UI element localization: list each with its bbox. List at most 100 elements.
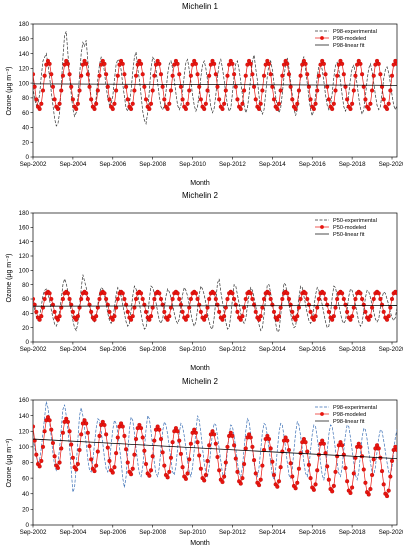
data-point: [115, 435, 120, 440]
data-point: [122, 72, 127, 77]
data-point: [150, 88, 155, 93]
data-point: [107, 97, 112, 102]
data-point: [325, 464, 330, 469]
data-point: [178, 451, 183, 456]
data-point: [303, 291, 308, 296]
data-point: [157, 427, 162, 432]
data-point: [341, 296, 346, 302]
data-point: [340, 61, 345, 66]
data-point: [286, 72, 292, 77]
data-point: [40, 88, 46, 93]
data-point: [315, 88, 320, 93]
x-tick-label: Sep-2016: [299, 529, 326, 536]
data-point: [45, 415, 51, 420]
data-point: [361, 467, 366, 472]
data-point: [222, 474, 227, 479]
data-point: [165, 317, 170, 322]
data-point: [120, 291, 125, 296]
data-point: [49, 296, 54, 302]
data-point: [371, 73, 376, 78]
data-point: [311, 317, 316, 322]
data-point: [167, 469, 172, 474]
data-point: [50, 84, 55, 89]
x-tick-label: Sep-2004: [59, 346, 86, 353]
data-point: [39, 458, 44, 463]
data-point: [316, 296, 321, 302]
data-point: [261, 296, 267, 302]
data-point: [95, 88, 100, 93]
data-point: [110, 317, 115, 322]
data-point: [67, 72, 72, 77]
legend-entry: P98-experimental: [333, 405, 377, 411]
data-point: [215, 454, 220, 460]
data-point: [160, 450, 165, 455]
data-point: [245, 62, 250, 67]
plot-series-group: [33, 274, 397, 333]
y-tick-label: 0: [26, 522, 30, 529]
data-point: [276, 479, 282, 484]
data-point: [316, 73, 321, 78]
data-point: [271, 472, 277, 478]
data-point: [147, 473, 152, 478]
data-point: [348, 106, 353, 112]
data-point: [42, 73, 47, 78]
data-point: [107, 309, 112, 314]
data-point: [47, 61, 52, 66]
data-point: [247, 432, 252, 437]
data-point: [341, 72, 346, 77]
legend-entry: P98-experimental: [333, 29, 377, 35]
data-point: [97, 73, 102, 78]
x-tick-label: Sep-2002: [20, 346, 47, 353]
data-point: [350, 314, 355, 319]
data-point: [120, 424, 125, 429]
data-point: [39, 314, 44, 319]
data-point: [295, 101, 300, 106]
data-point: [52, 309, 57, 314]
data-point: [381, 97, 386, 102]
data-point: [134, 73, 139, 78]
data-point: [376, 291, 381, 296]
data-point: [33, 296, 36, 302]
data-point: [253, 471, 258, 476]
data-point: [325, 84, 330, 89]
data-point: [295, 314, 300, 319]
data-point: [80, 62, 85, 67]
data-point: [178, 84, 183, 89]
data-point: [252, 458, 257, 463]
data-point: [157, 291, 162, 296]
data-point: [210, 429, 215, 434]
data-point: [276, 101, 282, 106]
data-point: [183, 317, 188, 322]
data-point: [379, 469, 385, 474]
data-point: [258, 101, 263, 106]
data-point: [79, 73, 84, 78]
data-point: [345, 309, 350, 314]
y-tick-label: 60: [22, 296, 29, 303]
y-tick-label: 20: [22, 139, 29, 146]
data-point: [343, 465, 348, 471]
data-point: [114, 88, 119, 93]
data-point: [360, 72, 365, 77]
x-tick-label: Sep-2014: [259, 529, 286, 536]
data-point: [305, 72, 310, 77]
data-point: [55, 465, 60, 471]
plot-series-group: [33, 31, 397, 127]
data-point: [353, 455, 358, 460]
data-point: [140, 72, 145, 77]
data-point: [252, 84, 257, 89]
data-point: [59, 446, 64, 451]
data-point: [213, 296, 218, 302]
data-point: [70, 97, 75, 102]
data-point: [225, 73, 230, 78]
data-point: [195, 72, 200, 77]
data-point: [261, 73, 267, 78]
data-point: [97, 433, 102, 438]
series-line-p98-linear-fit: [33, 438, 397, 459]
data-point: [396, 297, 397, 301]
data-point: [311, 487, 316, 492]
data-point: [125, 309, 130, 314]
data-point: [212, 432, 217, 437]
chart-panel-3: Michelin 2 0 20 40 60 80 100 120 140 160 Sep-2002 S…: [6, 377, 403, 547]
data-point: [313, 482, 318, 487]
data-point: [315, 468, 320, 473]
